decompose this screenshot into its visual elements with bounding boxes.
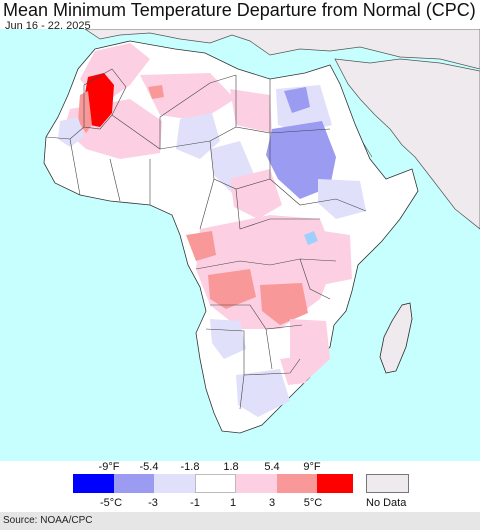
legend-c-label-5: 5°C (303, 497, 323, 509)
middle-east-land (334, 58, 480, 230)
legend-swatch-5 (277, 474, 317, 493)
warm-salmon-angola (208, 269, 256, 309)
anomaly-shading (58, 43, 366, 417)
legend-f-label-1: -5.4 (139, 461, 159, 473)
cool-lavender-ethiopia (318, 179, 366, 219)
legend-f-label-5: 9°F (303, 461, 321, 473)
warm-pink-sahara-mid (140, 73, 235, 121)
madagascar-outline (379, 302, 413, 374)
warm-pink-southafrica-east (280, 355, 310, 385)
cool-lavender-southafrica (236, 369, 290, 417)
cool-lavender-namibia (210, 319, 246, 359)
legend-f-label-4: 5.4 (264, 461, 280, 473)
cool-blue-sudan-north (284, 87, 310, 113)
warm-pink-central (230, 169, 282, 219)
country-borders (45, 68, 367, 410)
legend-c-label-1: -3 (148, 497, 158, 509)
warm-pink-tanzania (310, 229, 352, 285)
warm-salmon-zambia (260, 283, 308, 325)
legend-f-label-0: -9°F (98, 461, 120, 473)
legend-no-data-swatch (366, 474, 409, 493)
legend-swatch-0 (73, 474, 114, 493)
legend-c-label-3: 1 (229, 497, 237, 509)
source-credit: Source: NOAA/CPC (0, 512, 480, 530)
warm-salmon-mauritania (78, 91, 92, 133)
warm-salmon-algeria (148, 85, 164, 99)
legend-swatch-3 (195, 474, 236, 493)
legend-swatch-6 (317, 474, 353, 493)
legend-swatch-4 (236, 474, 277, 493)
legend-f-label-2: -1.8 (180, 461, 200, 473)
legend-c-label-0: -5°C (99, 497, 123, 509)
cool-lavender-mali (58, 117, 84, 147)
warm-pink-libya (230, 89, 272, 133)
cool-lavender-niger (176, 113, 220, 159)
legend-c-label-2: -1 (190, 497, 200, 509)
map-title: Mean Minimum Temperature Departure from … (3, 0, 476, 20)
europe-land (84, 29, 480, 70)
cool-lavender-lake (304, 231, 318, 245)
legend-swatch-1 (114, 474, 154, 493)
legend-swatch-2 (154, 474, 195, 493)
hot-red-mauritania (84, 73, 114, 127)
warm-salmon-gabon (186, 231, 216, 261)
africa-temperature-map (0, 29, 480, 461)
legend-no-data-label: No Data (366, 497, 407, 509)
legend-c-label-4: 3 (268, 497, 276, 509)
legend-f-label-3: 1.8 (223, 461, 239, 473)
